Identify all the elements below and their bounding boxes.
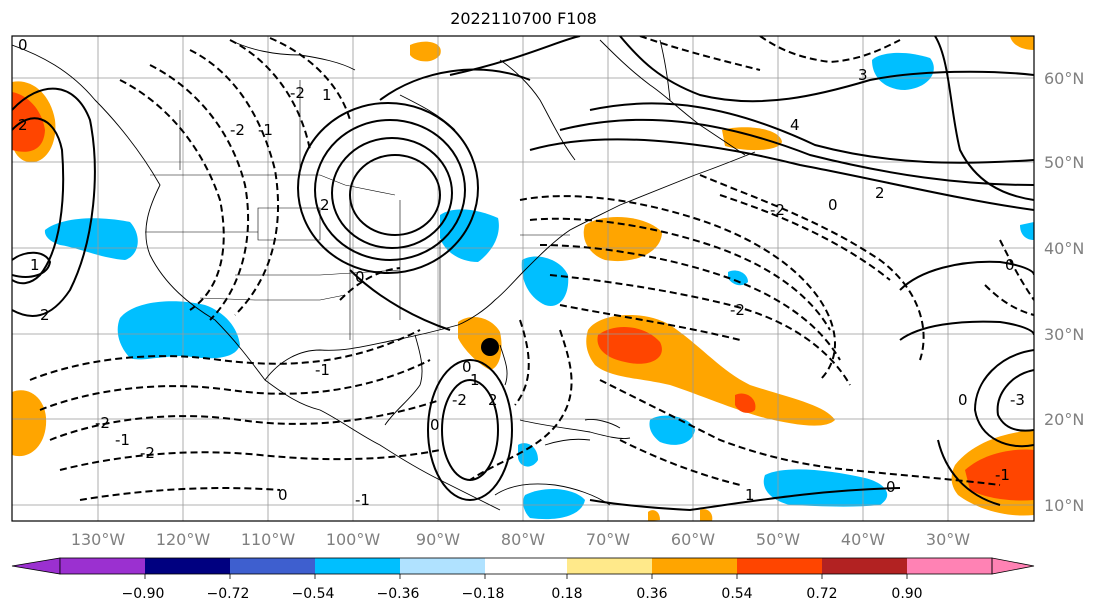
- colorbar-bin: [652, 558, 737, 574]
- svg-text:120°W: 120°W: [156, 530, 211, 549]
- svg-text:10°N: 10°N: [1044, 496, 1084, 515]
- svg-text:130°W: 130°W: [71, 530, 126, 549]
- colorbar-extend-high: [991, 557, 1035, 575]
- svg-text:-1: -1: [355, 491, 370, 509]
- svg-text:70°W: 70°W: [586, 530, 630, 549]
- svg-text:3: 3: [858, 66, 868, 84]
- svg-text:0: 0: [18, 36, 28, 54]
- storm-center-marker: [481, 338, 499, 356]
- colorbar-bin: [822, 558, 907, 574]
- colorbar-tick-label: −0.36: [377, 586, 420, 602]
- svg-text:80°W: 80°W: [501, 530, 545, 549]
- colorbar-bin: [907, 558, 992, 574]
- colorbar-bin: [230, 558, 315, 574]
- svg-text:50°W: 50°W: [756, 530, 800, 549]
- coastlines: [12, 39, 756, 511]
- svg-text:-2: -2: [452, 391, 467, 409]
- colorbar-bin: [145, 558, 230, 574]
- colorbar-tick-label: −0.18: [462, 586, 505, 602]
- svg-text:2: 2: [18, 116, 28, 134]
- svg-text:0: 0: [355, 268, 365, 286]
- svg-text:0: 0: [828, 196, 838, 214]
- colorbar-extend-low: [11, 557, 61, 575]
- svg-text:40°N: 40°N: [1044, 239, 1084, 258]
- svg-text:60°W: 60°W: [671, 530, 715, 549]
- svg-text:-1: -1: [995, 466, 1010, 484]
- map-title: 2022110700 F108: [450, 9, 597, 28]
- svg-text:30°N: 30°N: [1044, 325, 1084, 344]
- colorbar-tick-label: 0.36: [636, 586, 667, 602]
- colorbar-tick-label: 0.18: [551, 586, 582, 602]
- svg-text:0: 0: [278, 486, 288, 504]
- svg-text:0: 0: [958, 391, 968, 409]
- svg-text:-1: -1: [258, 121, 273, 139]
- colorbar-tick-label: −0.72: [207, 586, 250, 602]
- svg-text:2: 2: [875, 184, 885, 202]
- contour-labels: 0 2 1 2 -2 -1 -2 1 0 2 3 4 -2 0 2 -2 -1 …: [18, 36, 1025, 509]
- longitude-labels: 130°W 120°W 110°W 100°W 90°W 80°W 70°W 6…: [71, 530, 970, 549]
- latitude-labels: 60°N 50°N 40°N 30°N 20°N 10°N: [1044, 69, 1084, 515]
- svg-text:110°W: 110°W: [241, 530, 296, 549]
- colorbar-tick-label: −0.54: [292, 586, 335, 602]
- colorbar-tick-label: −0.90: [122, 586, 165, 602]
- colorbar-bin: [400, 558, 485, 574]
- svg-text:90°W: 90°W: [416, 530, 460, 549]
- svg-text:0: 0: [1005, 256, 1015, 274]
- colorbar-bin: [315, 558, 400, 574]
- svg-text:0: 0: [430, 416, 440, 434]
- svg-text:1: 1: [30, 256, 40, 274]
- svg-text:-2: -2: [730, 301, 745, 319]
- svg-text:2: 2: [320, 196, 330, 214]
- colorbar: −0.90 −0.72 −0.54 −0.36 −0.18 0.18 0.36 …: [11, 557, 1035, 602]
- colorbar-bin: [567, 558, 652, 574]
- svg-text:50°N: 50°N: [1044, 153, 1084, 172]
- svg-text:20°N: 20°N: [1044, 410, 1084, 429]
- svg-text:40°W: 40°W: [841, 530, 885, 549]
- colorbar-bin: [737, 558, 822, 574]
- colorbar-tick-label: 0.90: [891, 586, 922, 602]
- svg-text:4: 4: [790, 116, 800, 134]
- colorbar-bin: [485, 558, 567, 574]
- svg-text:-2: -2: [290, 84, 305, 102]
- colorbar-tick-label: 0.54: [721, 586, 752, 602]
- svg-text:100°W: 100°W: [326, 530, 381, 549]
- svg-text:1: 1: [322, 86, 332, 104]
- svg-text:-1: -1: [315, 361, 330, 379]
- svg-text:0: 0: [462, 358, 472, 376]
- svg-text:-2: -2: [770, 201, 785, 219]
- svg-text:-2: -2: [230, 121, 245, 139]
- svg-text:1: 1: [745, 486, 755, 504]
- svg-text:0: 0: [886, 478, 896, 496]
- colorbar-tick-label: 0.72: [806, 586, 837, 602]
- colorbar-bin: [60, 558, 145, 574]
- svg-text:-2: -2: [140, 444, 155, 462]
- svg-text:-2: -2: [95, 414, 110, 432]
- svg-text:-1: -1: [115, 431, 130, 449]
- svg-text:60°N: 60°N: [1044, 69, 1084, 88]
- svg-text:2: 2: [488, 391, 498, 409]
- map-frame: [11, 35, 1035, 522]
- svg-text:-3: -3: [1010, 391, 1025, 409]
- svg-text:1: 1: [470, 371, 480, 389]
- svg-text:2: 2: [40, 306, 50, 324]
- solid-contours: [12, 36, 1034, 512]
- dashed-contours: [29, 36, 1034, 501]
- svg-text:30°W: 30°W: [926, 530, 970, 549]
